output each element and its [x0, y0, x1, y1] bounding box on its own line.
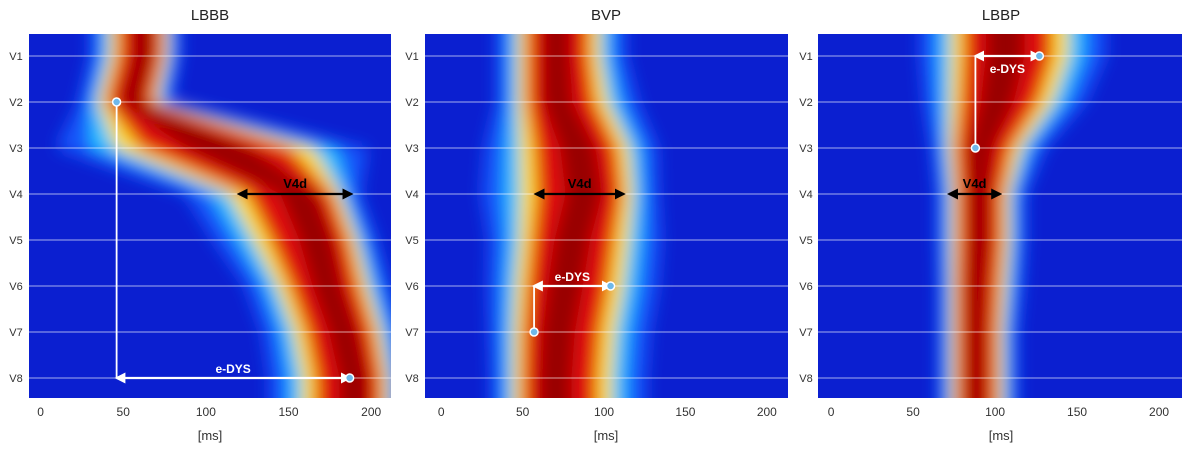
- y-tick-label: V2: [9, 97, 22, 109]
- y-tick-label: V1: [9, 51, 22, 63]
- e-dys-label: e-DYS: [990, 62, 1025, 76]
- y-tick-label: V6: [9, 281, 22, 293]
- y-tick-label: V4: [405, 189, 418, 201]
- x-tick-label: 0: [37, 405, 44, 419]
- x-tick-label: 0: [438, 405, 445, 419]
- e-dys-marker: [344, 373, 355, 383]
- x-tick-label: 0: [828, 405, 835, 419]
- x-tick-label: 200: [1149, 405, 1169, 419]
- x-tick-label: 100: [196, 405, 216, 419]
- y-tick-label: V7: [799, 327, 812, 339]
- x-tick-label: 100: [594, 405, 614, 419]
- heat-layer-peak: [120, 34, 368, 398]
- chart-title: LBBB: [191, 7, 229, 24]
- y-tick-label: V6: [799, 281, 812, 293]
- heat-layer-peak: [539, 34, 603, 398]
- e-dys-marker: [970, 143, 981, 153]
- y-tick-label: V3: [405, 143, 418, 155]
- x-tick-label: 150: [1067, 405, 1087, 419]
- x-tick-label: 100: [985, 405, 1005, 419]
- e-dys-marker: [605, 281, 616, 291]
- chart-title: LBBP: [982, 7, 1020, 24]
- panel-lbbp: LBBP [ms] V1 V2 V3 V4 V5 V6 V7 V8 0 50 100 150 200 V4…: [799, 7, 1182, 443]
- e-dys-marker: [1034, 51, 1045, 61]
- v4d-label: V4d: [568, 176, 592, 191]
- y-tick-label: V3: [799, 143, 812, 155]
- x-tick-label: 200: [361, 405, 381, 419]
- e-dys-label: e-DYS: [555, 270, 590, 284]
- y-tick-label: V5: [405, 235, 418, 247]
- y-tick-label: V2: [799, 97, 812, 109]
- x-tick-label: 50: [906, 405, 920, 419]
- x-tick-label: 150: [279, 405, 299, 419]
- x-tick-label: 50: [516, 405, 530, 419]
- y-tick-label: V7: [9, 327, 22, 339]
- x-axis-label: [ms]: [989, 428, 1014, 443]
- y-tick-label: V4: [799, 189, 812, 201]
- e-dys-label: e-DYS: [215, 362, 250, 376]
- e-dys-marker: [111, 97, 122, 107]
- x-axis-label: [ms]: [198, 428, 223, 443]
- e-dys-marker: [529, 327, 539, 337]
- v4d-label: V4d: [963, 176, 987, 191]
- y-tick-label: V5: [9, 235, 22, 247]
- y-tick-label: V3: [9, 143, 22, 155]
- x-tick-label: 50: [117, 405, 131, 419]
- panel-bvp: BVP [ms] V1 V2 V3 V4 V5 V6 V7 V8 0 50 100 150 200 V4d…: [405, 7, 788, 443]
- y-tick-label: V1: [799, 51, 812, 63]
- y-tick-label: V8: [799, 373, 812, 385]
- chart-title: BVP: [591, 7, 621, 24]
- x-tick-label: 150: [675, 405, 695, 419]
- y-tick-label: V6: [405, 281, 418, 293]
- y-tick-label: V4: [9, 189, 22, 201]
- x-axis-label: [ms]: [594, 428, 619, 443]
- x-tick-label: 200: [757, 405, 777, 419]
- y-tick-label: V7: [405, 327, 418, 339]
- y-tick-label: V5: [799, 235, 812, 247]
- panel-lbbb: LBBB [ms] V1 V2 V3 V4 V5 V6 V7 V8 0 50 100 150 200 V4…: [9, 7, 391, 443]
- y-tick-label: V2: [405, 97, 418, 109]
- heat-layer-peak: [967, 34, 1025, 398]
- v4d-label: V4d: [283, 176, 307, 191]
- y-tick-label: V8: [9, 373, 22, 385]
- y-tick-label: V1: [405, 51, 418, 63]
- y-tick-label: V8: [405, 373, 418, 385]
